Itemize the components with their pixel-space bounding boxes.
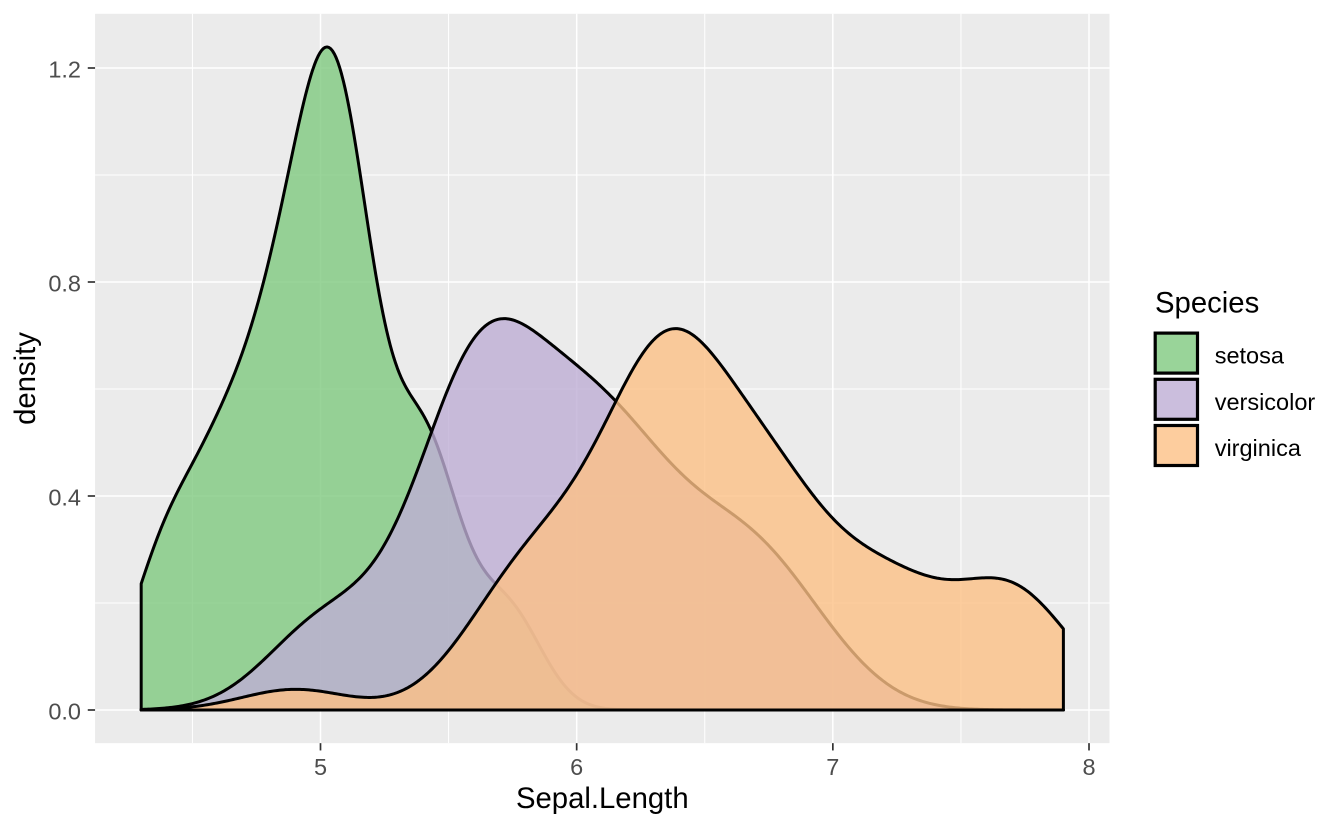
svg-text:Sepal.Length: Sepal.Length [516,782,689,815]
svg-text:density: density [9,332,42,425]
svg-text:1.2: 1.2 [48,56,81,82]
svg-text:0.0: 0.0 [48,698,81,724]
svg-text:Species: Species [1155,287,1259,320]
svg-text:setosa: setosa [1215,343,1285,369]
svg-text:5: 5 [314,754,327,780]
svg-text:0.4: 0.4 [48,484,81,510]
svg-text:versicolor: versicolor [1215,389,1316,415]
svg-text:6: 6 [570,754,583,780]
svg-text:7: 7 [826,754,839,780]
svg-text:8: 8 [1082,754,1095,780]
svg-text:virginica: virginica [1215,435,1302,461]
svg-text:0.8: 0.8 [48,270,81,296]
